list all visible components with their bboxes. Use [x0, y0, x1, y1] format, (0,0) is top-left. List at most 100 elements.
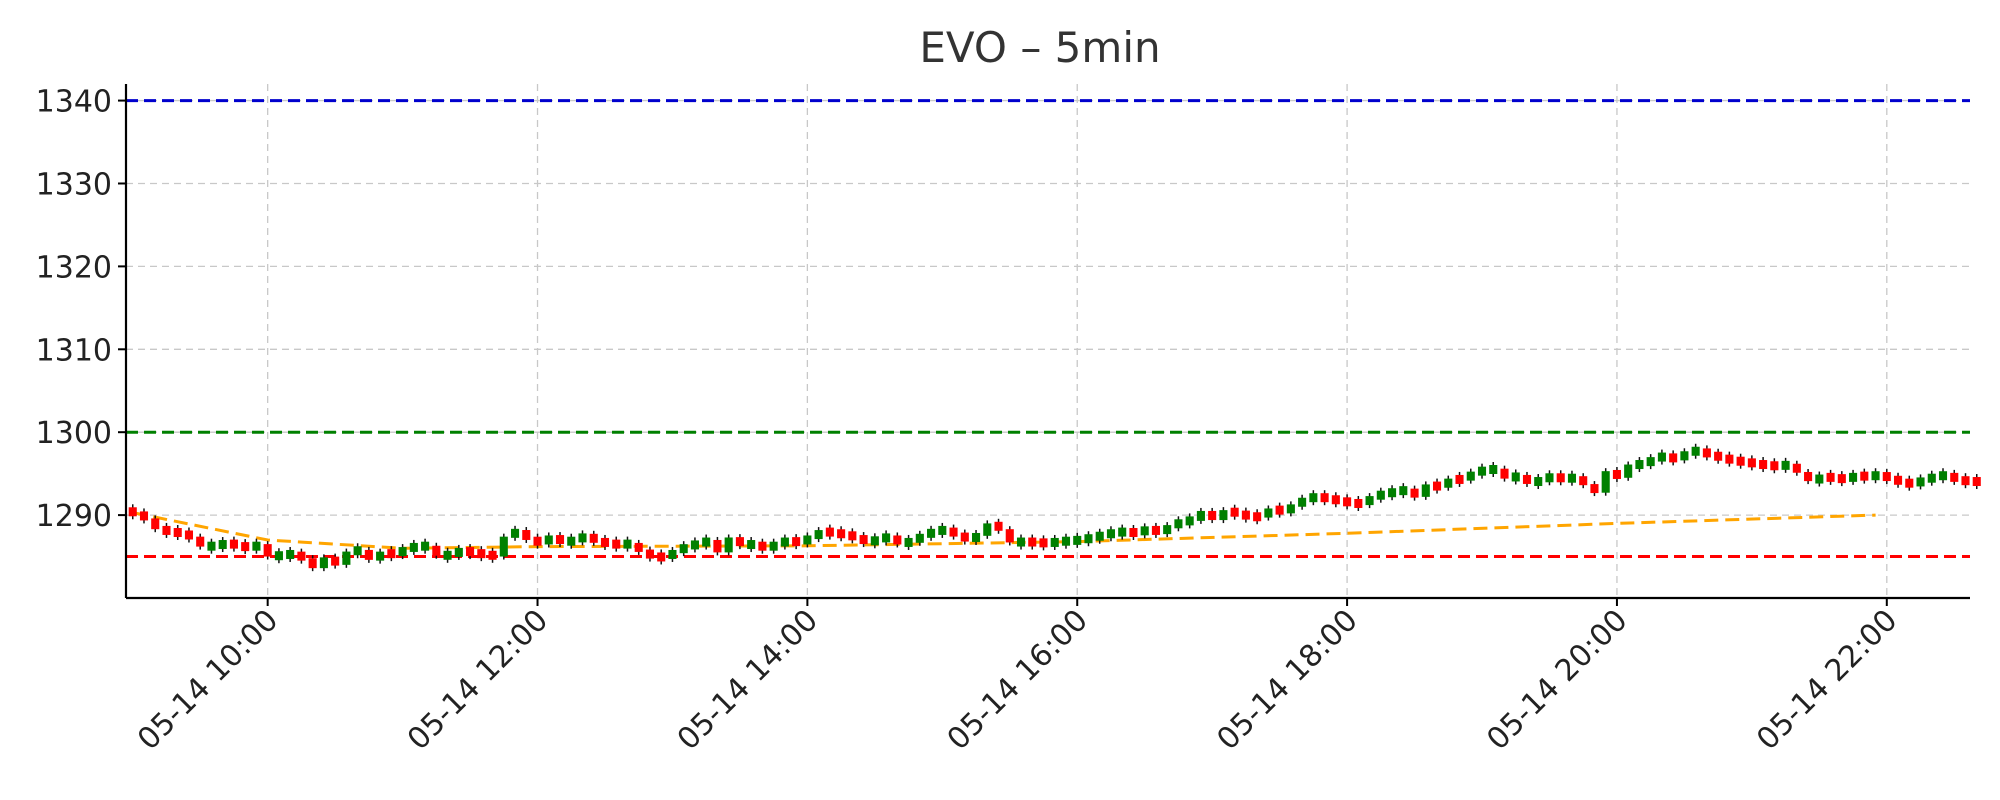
candle-down [1230, 507, 1239, 517]
candle-up [353, 546, 362, 556]
candle-down [1961, 476, 1970, 486]
candle-up [814, 530, 823, 540]
candle-down [1860, 471, 1869, 481]
candle-down [1354, 498, 1363, 508]
candle-down [1905, 478, 1914, 488]
candle-up [882, 533, 891, 543]
candle-down [713, 539, 722, 553]
candle-down [634, 542, 643, 552]
candle-down [994, 521, 1003, 531]
candle-up [218, 540, 227, 550]
candle-down [1736, 456, 1745, 466]
candle-up [1466, 471, 1475, 481]
x-tick-label: 05-14 18:00 [1210, 603, 1364, 757]
candle-up [409, 542, 418, 552]
candle-down [645, 549, 655, 559]
candle-up [1871, 471, 1880, 481]
candle-down [308, 558, 317, 569]
candle-up [1388, 488, 1397, 498]
candle-down [1522, 474, 1532, 484]
candle-up [971, 532, 981, 542]
candle-down [466, 547, 475, 557]
candle-down [1151, 525, 1160, 535]
candle-down [1792, 463, 1801, 473]
candle-down [825, 527, 834, 537]
x-tick-label: 05-14 22:00 [1750, 603, 1904, 757]
candle-up [679, 544, 688, 554]
candle-up [1163, 525, 1172, 535]
candle-up [1174, 519, 1183, 529]
candle-down [1612, 469, 1621, 479]
candle-up [1680, 451, 1689, 461]
x-tick-label: 05-14 12:00 [401, 603, 555, 757]
trend-line-group [132, 511, 1876, 550]
candle-up [747, 540, 756, 550]
y-tick-label: 1320 [36, 250, 112, 285]
candle-up [1365, 496, 1374, 506]
candle-up [668, 549, 677, 559]
candle-down [848, 531, 857, 541]
candle-up [1635, 460, 1644, 470]
candle-up [1219, 510, 1228, 521]
candle-up [1601, 471, 1610, 493]
candle-down [1882, 472, 1891, 482]
candle-down [1770, 461, 1779, 471]
candle-up [544, 535, 553, 545]
candle-down [735, 537, 744, 547]
candle-down [1804, 471, 1813, 482]
candle-down [960, 532, 969, 542]
candle-down [1702, 448, 1711, 458]
candle-down [533, 536, 542, 546]
candle-up [398, 547, 407, 557]
candle-up [1095, 531, 1104, 541]
candle-down [1950, 472, 1959, 482]
candle-down [600, 537, 610, 547]
candle-up [1399, 486, 1408, 496]
candle-up [252, 541, 261, 551]
candle-down [1590, 484, 1599, 494]
candle-down [555, 535, 565, 545]
candle-up [1489, 465, 1498, 474]
chart-title: EVO – 5min [919, 23, 1160, 72]
candle-up [1477, 466, 1487, 476]
candle-down [229, 539, 238, 549]
candle-up [927, 528, 936, 538]
candle-down [1455, 474, 1464, 484]
candle-up [1118, 527, 1127, 537]
candle-up [1061, 536, 1071, 546]
candle-down [1331, 495, 1340, 505]
y-tick-label: 1300 [36, 416, 112, 451]
candle-down [522, 530, 531, 540]
candle-up [915, 533, 924, 543]
candle-up [769, 541, 778, 551]
candle-up [1916, 477, 1925, 487]
candle-down [196, 536, 205, 547]
candle-up [1073, 535, 1082, 545]
candle-up [1421, 484, 1430, 497]
candle-down [1028, 537, 1037, 547]
candle-up [1545, 473, 1554, 483]
candle-up [1927, 473, 1936, 483]
candle-up [702, 537, 711, 547]
candle-down [1410, 488, 1419, 498]
candle-down [1500, 468, 1509, 479]
trend-line [132, 511, 1876, 550]
y-tick-label: 1290 [36, 499, 112, 534]
candle-down [128, 507, 137, 517]
candle-up [803, 535, 812, 545]
candle-up [1309, 493, 1318, 503]
y-tick-label: 1310 [36, 333, 112, 368]
candle-down [1320, 493, 1329, 503]
candle-up [1781, 460, 1790, 470]
candle-up [342, 551, 351, 565]
candle-down [488, 550, 497, 560]
candle-up [376, 551, 385, 561]
candle-up [567, 536, 576, 546]
candle-up [421, 541, 430, 551]
axes [118, 84, 1970, 606]
x-tick-label: 05-14 10:00 [131, 603, 285, 757]
candle-up [1567, 473, 1577, 483]
candle-down [432, 545, 441, 556]
